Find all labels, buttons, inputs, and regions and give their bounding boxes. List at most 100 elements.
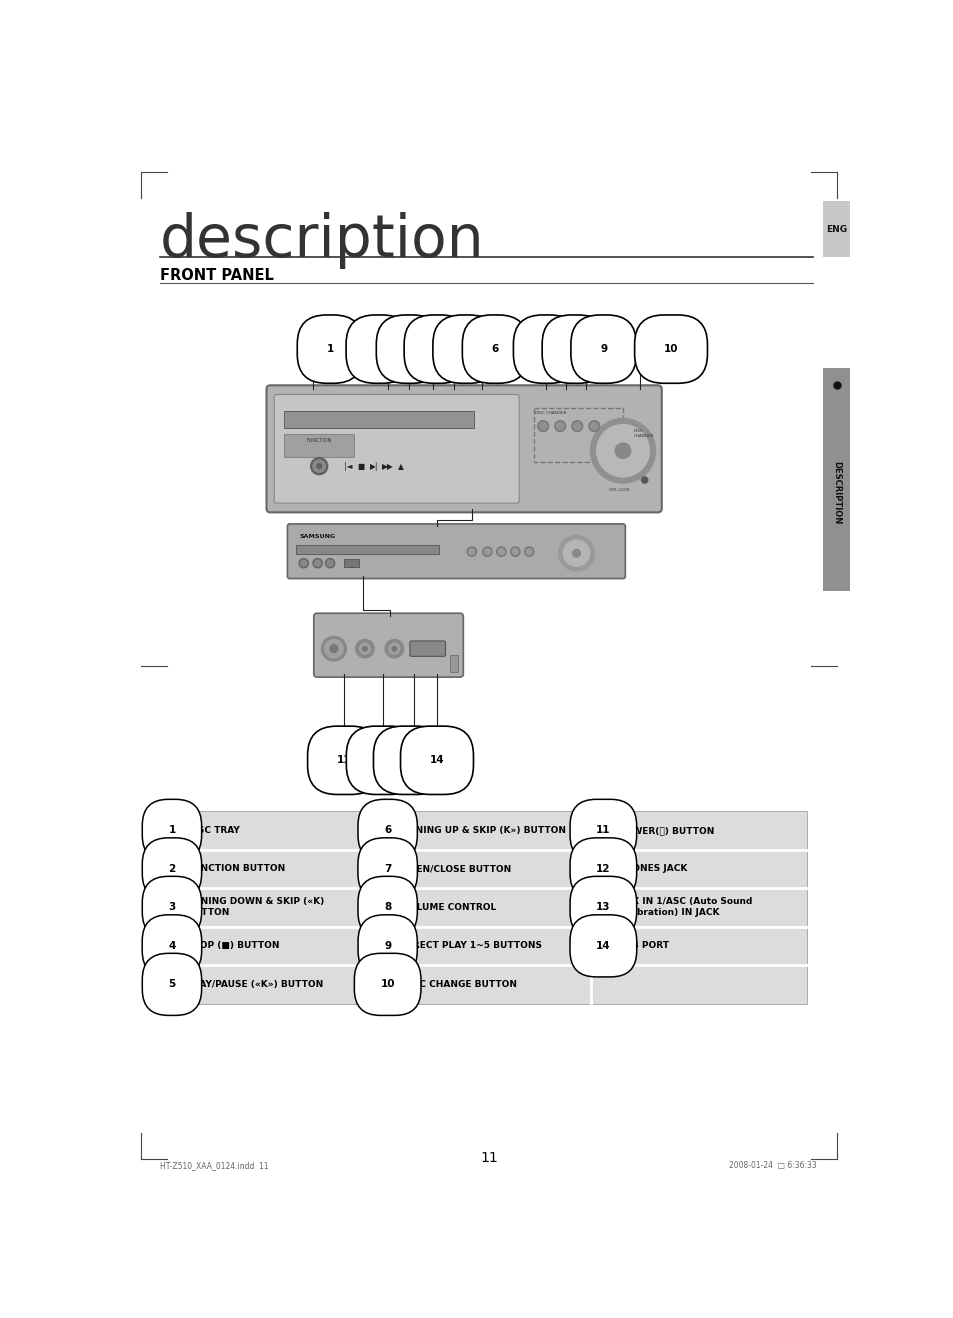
Bar <box>534 409 622 463</box>
Text: USB PORT: USB PORT <box>618 941 668 950</box>
Circle shape <box>497 548 504 555</box>
Circle shape <box>556 422 563 430</box>
Text: ENG: ENG <box>825 224 846 233</box>
FancyBboxPatch shape <box>266 385 661 513</box>
Text: 9: 9 <box>384 941 391 950</box>
FancyBboxPatch shape <box>287 525 624 579</box>
Text: 2: 2 <box>168 863 175 874</box>
Circle shape <box>300 560 307 567</box>
Text: 10: 10 <box>380 979 395 990</box>
FancyBboxPatch shape <box>314 613 463 677</box>
Bar <box>822 368 849 590</box>
Circle shape <box>362 646 367 651</box>
FancyBboxPatch shape <box>410 641 445 656</box>
Text: 7: 7 <box>383 863 391 874</box>
Text: DESCRIPTION: DESCRIPTION <box>831 461 841 525</box>
Text: VOL LOCK: VOL LOCK <box>608 488 629 492</box>
Circle shape <box>537 420 548 431</box>
Circle shape <box>314 560 320 567</box>
Circle shape <box>524 547 534 556</box>
Bar <box>284 434 354 457</box>
Text: 6: 6 <box>384 825 391 836</box>
Text: VOLUME CONTROL: VOLUME CONTROL <box>402 903 497 912</box>
Text: DIRECT PLAY 1~5 BUTTONS: DIRECT PLAY 1~5 BUTTONS <box>402 941 542 950</box>
Text: PLAY/PAUSE («K») BUTTON: PLAY/PAUSE («K») BUTTON <box>187 979 322 988</box>
Circle shape <box>392 646 396 651</box>
Circle shape <box>615 443 630 459</box>
Circle shape <box>590 418 655 484</box>
Circle shape <box>311 457 328 474</box>
Text: 1: 1 <box>168 825 175 836</box>
Text: 1: 1 <box>326 344 334 355</box>
Text: PHONES JACK: PHONES JACK <box>618 865 687 874</box>
Text: 14: 14 <box>429 755 444 766</box>
Circle shape <box>359 643 370 654</box>
Circle shape <box>327 560 333 567</box>
Text: 11: 11 <box>596 825 610 836</box>
Bar <box>450 655 457 672</box>
Circle shape <box>588 420 599 431</box>
Circle shape <box>538 422 546 430</box>
Text: 8: 8 <box>384 903 391 912</box>
Text: 5: 5 <box>461 344 469 355</box>
Text: 2: 2 <box>375 344 382 355</box>
Circle shape <box>596 424 649 477</box>
Circle shape <box>325 559 335 568</box>
Text: 11: 11 <box>336 755 351 766</box>
Circle shape <box>484 548 490 555</box>
Circle shape <box>355 639 374 658</box>
Text: ▶|: ▶| <box>370 461 378 471</box>
Circle shape <box>389 643 399 654</box>
Bar <box>822 202 849 257</box>
Circle shape <box>510 547 519 556</box>
Text: AUX IN 1/ASC (Auto Sound
Calibration) IN JACK: AUX IN 1/ASC (Auto Sound Calibration) IN… <box>618 898 752 917</box>
Text: description: description <box>159 212 484 269</box>
Circle shape <box>313 559 322 568</box>
Text: FRONT PANEL: FRONT PANEL <box>159 269 274 283</box>
Bar <box>159 811 806 1003</box>
Text: ▶▶: ▶▶ <box>381 461 393 471</box>
Text: POWER(⏻) BUTTON: POWER(⏻) BUTTON <box>618 826 714 834</box>
Text: ■: ■ <box>357 461 364 471</box>
Text: 13: 13 <box>596 903 610 912</box>
Text: 9: 9 <box>599 344 606 355</box>
Text: 14: 14 <box>596 941 610 950</box>
Text: DISC CHANGE BUTTON: DISC CHANGE BUTTON <box>402 979 517 988</box>
Circle shape <box>562 540 589 567</box>
Circle shape <box>468 548 475 555</box>
Bar <box>284 411 474 427</box>
Circle shape <box>571 420 582 431</box>
Text: TUNING DOWN & SKIP («K)
BUTTON: TUNING DOWN & SKIP («K) BUTTON <box>187 898 324 917</box>
Circle shape <box>573 422 580 430</box>
Circle shape <box>525 548 532 555</box>
Circle shape <box>641 477 647 484</box>
Text: 2008-01-24  □ 6:36:33: 2008-01-24 □ 6:36:33 <box>728 1161 816 1170</box>
Text: 3: 3 <box>168 903 175 912</box>
Circle shape <box>385 639 403 658</box>
Text: 3: 3 <box>405 344 413 355</box>
Bar <box>295 544 439 554</box>
Text: HT-Z510_XAA_0124.indd  11: HT-Z510_XAA_0124.indd 11 <box>159 1161 268 1170</box>
Text: SAMSUNG: SAMSUNG <box>298 534 335 539</box>
Text: DISC CHANGER: DISC CHANGER <box>535 411 566 415</box>
Text: OPEN/CLOSE BUTTON: OPEN/CLOSE BUTTON <box>402 865 511 874</box>
Text: 8: 8 <box>571 344 578 355</box>
Text: 12: 12 <box>375 755 390 766</box>
Text: ▲: ▲ <box>397 461 403 471</box>
Text: 13: 13 <box>402 755 416 766</box>
Text: DISC TRAY: DISC TRAY <box>187 826 239 834</box>
Text: |◄: |◄ <box>343 461 352 471</box>
Text: 4: 4 <box>168 941 175 950</box>
Text: 4: 4 <box>433 344 440 355</box>
Circle shape <box>558 535 594 571</box>
Text: 7: 7 <box>542 344 549 355</box>
Circle shape <box>330 645 337 652</box>
Text: 11: 11 <box>479 1151 497 1165</box>
Circle shape <box>512 548 517 555</box>
Text: TUNING UP & SKIP (K») BUTTON: TUNING UP & SKIP (K») BUTTON <box>402 826 566 834</box>
Circle shape <box>316 464 321 468</box>
Text: FUNCTION: FUNCTION <box>306 438 332 443</box>
Circle shape <box>555 420 565 431</box>
FancyBboxPatch shape <box>274 394 518 503</box>
Text: 6: 6 <box>491 344 498 355</box>
